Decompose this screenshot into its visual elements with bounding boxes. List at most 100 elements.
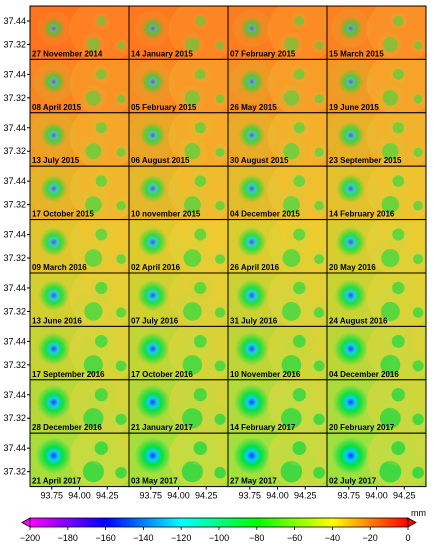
- subsidence-spot: [379, 460, 402, 483]
- uplift-band: [366, 59, 426, 113]
- x-axis-ticks: 93.75 94.00 94.25 93.75 94.00 94.25 93.75 94.00…: [41, 486, 415, 501]
- colorbar-tick-label: 0: [405, 533, 410, 543]
- colorbar-tick-label: −180: [58, 533, 78, 543]
- subsidence-spot: [292, 334, 306, 348]
- subsidence-spot: [85, 196, 102, 213]
- panel-date-label: 03 May 2017: [131, 477, 178, 486]
- y-tick-label: 37.32: [3, 200, 26, 210]
- subsidence-spot: [315, 41, 324, 50]
- subsidence-spot: [314, 147, 324, 157]
- subsidence-spot: [214, 360, 226, 372]
- uplift-band: [168, 6, 228, 60]
- subsidence-spot: [185, 37, 200, 52]
- subsidence-spot: [183, 196, 201, 214]
- subsidence-spot: [96, 16, 107, 26]
- uplift-band: [267, 219, 327, 274]
- x-tick-label: 94.00: [365, 491, 388, 501]
- subsidence-spot: [412, 307, 424, 318]
- subsidence-spot: [413, 254, 424, 265]
- y-tick-label: 37.32: [3, 253, 26, 263]
- map-panel: 04 December 2016: [326, 325, 427, 381]
- x-tick-label: 93.75: [140, 491, 163, 501]
- subsidence-spot: [392, 228, 405, 241]
- map-panel: 19 June 2015: [326, 58, 427, 114]
- subsidence-spot: [36, 385, 71, 420]
- panel-date-label: 23 September 2015: [329, 156, 402, 165]
- subsidence-spot: [182, 408, 203, 429]
- x-tick-label: 94.25: [195, 491, 218, 501]
- subsidence-spot: [216, 41, 225, 50]
- x-tick-label: 94.00: [167, 491, 190, 501]
- subsidence-spot: [293, 281, 306, 295]
- map-panel: 14 February 2016: [326, 165, 427, 221]
- map-panel: 27 November 2014: [29, 5, 130, 60]
- map-panel: 10 november 2015: [128, 165, 229, 221]
- panel-date-label: 07 July 2016: [131, 316, 179, 325]
- subsidence-spot: [215, 201, 225, 211]
- subsidence-spot: [381, 196, 399, 214]
- panel-date-label: 14 January 2015: [131, 49, 193, 58]
- subsidence-spot: [85, 90, 101, 106]
- uplift-band: [267, 6, 327, 60]
- subsidence-spot: [115, 307, 127, 318]
- panel-date-label: 07 February 2015: [230, 49, 296, 58]
- subsidence-spot: [35, 437, 72, 474]
- uplift-band: [69, 166, 129, 220]
- map-panel: 23 September 2015: [326, 112, 427, 167]
- subsidence-spot: [294, 15, 305, 27]
- panel-date-label: 04 December 2015: [230, 210, 300, 219]
- subsidence-spot: [194, 122, 206, 134]
- y-tick-label: 37.44: [3, 123, 26, 133]
- subsidence-spot: [181, 460, 204, 483]
- subsidence-spot: [136, 332, 170, 366]
- uplift-band: [168, 59, 228, 113]
- x-tick-label: 94.00: [68, 491, 91, 501]
- subsidence-spot: [95, 122, 107, 134]
- subsidence-spot: [39, 227, 69, 257]
- subsidence-spot: [237, 174, 266, 203]
- panel-date-label: 04 December 2016: [329, 370, 399, 379]
- panel-date-label: 08 April 2015: [32, 103, 82, 112]
- colorbar-unit: mm: [411, 508, 426, 518]
- subsidence-spot: [183, 249, 202, 267]
- x-tick-label: 93.75: [338, 491, 361, 501]
- subsidence-spot: [413, 200, 423, 211]
- subsidence-spot: [293, 69, 305, 80]
- subsidence-spot: [234, 384, 270, 420]
- panel-date-label: 17 October 2016: [131, 370, 193, 379]
- x-tick-label: 94.00: [266, 491, 289, 501]
- uplift-band: [267, 59, 327, 113]
- subsidence-spot: [380, 354, 401, 375]
- subsidence-spot: [337, 121, 365, 149]
- subsidence-spot: [313, 413, 325, 425]
- panel-date-label: 05 February 2015: [131, 103, 197, 112]
- subsidence-spot: [280, 460, 303, 483]
- subsidence-spot: [214, 307, 226, 318]
- subsidence-spot: [413, 94, 423, 104]
- subsidence-spot: [38, 280, 70, 311]
- subsidence-spot: [314, 94, 324, 104]
- panel-grid: 27 November 2014 14 January 2015 07 Februa…: [29, 5, 427, 488]
- map-panel: 06 August 2015: [128, 112, 229, 167]
- subsidence-spot: [193, 334, 207, 348]
- map-panel: 21 April 2017: [29, 432, 130, 488]
- subsidence-spot: [281, 407, 302, 429]
- subsidence-spot: [195, 15, 206, 26]
- subsidence-spot: [94, 335, 108, 348]
- uplift-band: [69, 6, 129, 60]
- y-tick-label: 37.32: [3, 39, 26, 49]
- y-tick-label: 37.32: [3, 93, 26, 103]
- subsidence-spot: [42, 17, 65, 40]
- subsidence-spot: [233, 437, 271, 475]
- subsidence-spot: [381, 248, 400, 268]
- y-tick-label: 37.44: [3, 336, 26, 346]
- subsidence-spot: [292, 441, 307, 456]
- subsidence-spot: [183, 302, 202, 321]
- subsidence-spot: [194, 228, 207, 241]
- map-panel: 27 May 2017: [227, 432, 328, 488]
- subsidence-spot: [293, 175, 306, 187]
- map-panel: 17 September 2016: [29, 325, 130, 381]
- subsidence-spot: [95, 175, 107, 187]
- subsidence-spot: [135, 384, 171, 420]
- subsidence-spot: [138, 174, 167, 203]
